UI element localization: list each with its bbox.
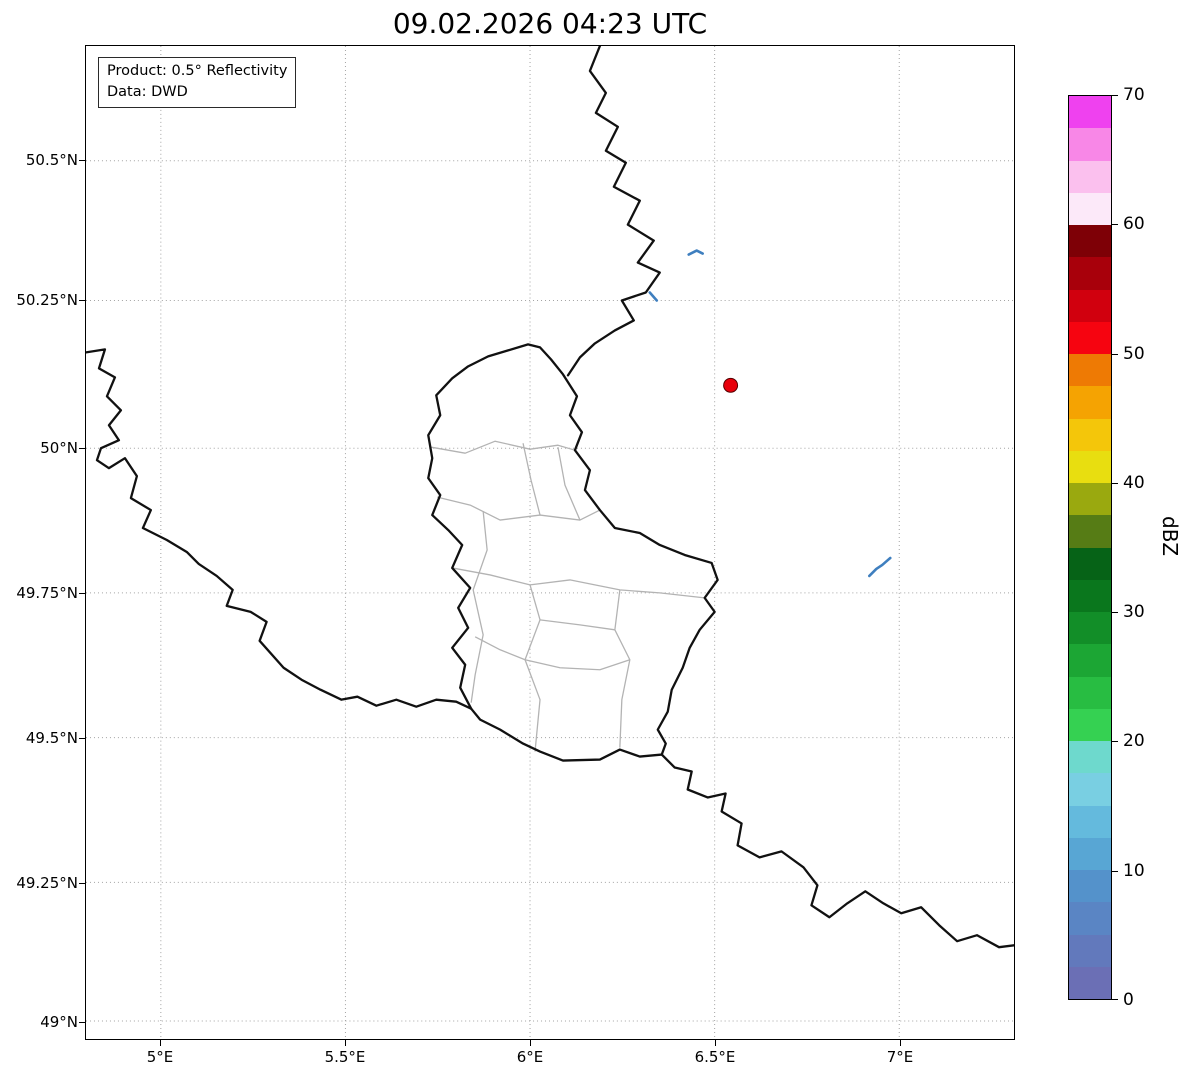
lat-tick-label: 49.75°N	[16, 584, 78, 602]
colorbar-segment	[1069, 708, 1111, 741]
colorbar-tick	[1112, 224, 1118, 226]
colorbar-segment	[1069, 773, 1111, 806]
colorbar-tick-label: 0	[1123, 990, 1134, 1010]
border-france-belgium	[86, 348, 473, 710]
colorbar-segment	[1069, 644, 1111, 677]
country-borders	[86, 46, 1014, 949]
radar-echo	[648, 291, 659, 302]
y-axis-tick	[79, 1022, 85, 1024]
radar-echo	[868, 556, 892, 578]
colorbar-tick	[1112, 871, 1118, 873]
colorbar-axis-label: dBZ	[1158, 516, 1182, 557]
x-axis-tick	[530, 1040, 532, 1046]
lon-tick-label: 5.5°E	[324, 1048, 366, 1066]
lat-tick-label: 50.25°N	[16, 291, 78, 309]
grid-lines	[86, 46, 1014, 1039]
colorbar-segment	[1069, 579, 1111, 612]
colorbar-tick-label: 10	[1123, 861, 1145, 881]
radar-echo	[687, 249, 704, 256]
colorbar-segment	[1069, 805, 1111, 838]
colorbar-tick	[1112, 354, 1118, 356]
plot-title: 09.02.2026 04:23 UTC	[392, 7, 708, 40]
colorbar-segment	[1069, 741, 1111, 774]
x-axis-tick	[715, 1040, 717, 1046]
map-plot: Product: 0.5° Reflectivity Data: DWD	[85, 45, 1015, 1040]
colorbar-segment	[1069, 257, 1111, 290]
colorbar-segment	[1069, 483, 1111, 516]
colorbar-tick-label: 20	[1123, 731, 1145, 751]
colorbar-segment	[1069, 837, 1111, 870]
canton-borders	[431, 440, 705, 752]
colorbar-segment	[1069, 870, 1111, 903]
colorbar-segment	[1069, 128, 1111, 161]
lon-tick-label: 6.5°E	[694, 1048, 736, 1066]
colorbar-segment	[1069, 934, 1111, 967]
border-france-germany	[660, 753, 1014, 949]
y-axis-tick	[79, 593, 85, 595]
colorbar-tick	[1112, 999, 1118, 1001]
map-canvas	[86, 46, 1014, 1039]
border-luxembourg	[427, 343, 719, 762]
colorbar-segment	[1069, 515, 1111, 548]
x-axis-tick	[160, 1040, 162, 1046]
colorbar	[1068, 95, 1112, 1000]
colorbar-tick	[1112, 483, 1118, 485]
border-belgium-germany	[566, 46, 661, 377]
colorbar-tick	[1112, 612, 1118, 614]
colorbar-tick-label: 30	[1123, 602, 1145, 622]
product-info-box: Product: 0.5° Reflectivity Data: DWD	[98, 57, 297, 109]
y-axis-tick	[79, 160, 85, 162]
y-axis-tick	[79, 448, 85, 450]
lon-tick-label: 7°E	[886, 1048, 914, 1066]
colorbar-segment	[1069, 966, 1111, 999]
lat-tick-label: 49.5°N	[25, 729, 78, 747]
lon-tick-label: 6°E	[516, 1048, 544, 1066]
colorbar-segment	[1069, 450, 1111, 483]
colorbar-tick-label: 70	[1123, 85, 1145, 105]
colorbar-segments	[1069, 96, 1111, 999]
colorbar-segment	[1069, 418, 1111, 451]
radar-site-marker	[723, 377, 739, 393]
colorbar-tick	[1112, 741, 1118, 743]
colorbar-segment	[1069, 96, 1111, 129]
product-info-line1: Product: 0.5° Reflectivity	[107, 63, 288, 79]
lat-tick-label: 49°N	[40, 1013, 78, 1031]
x-axis-tick	[345, 1040, 347, 1046]
lat-tick-label: 49.25°N	[16, 874, 78, 892]
colorbar-segment	[1069, 321, 1111, 354]
colorbar-segment	[1069, 902, 1111, 935]
colorbar-segment	[1069, 547, 1111, 580]
y-axis-tick	[79, 883, 85, 885]
colorbar-segment	[1069, 676, 1111, 709]
colorbar-tick-label: 40	[1123, 473, 1145, 493]
lon-tick-label: 5°E	[146, 1048, 174, 1066]
lat-tick-label: 50°N	[40, 439, 78, 457]
product-info-line2: Data: DWD	[107, 84, 188, 101]
colorbar-segment	[1069, 225, 1111, 258]
colorbar-segment	[1069, 386, 1111, 419]
x-axis-tick	[900, 1040, 902, 1046]
colorbar-segment	[1069, 160, 1111, 193]
colorbar-tick-label: 50	[1123, 344, 1145, 364]
colorbar-tick	[1112, 95, 1118, 97]
lat-tick-label: 50.5°N	[25, 151, 78, 169]
y-axis-tick	[79, 738, 85, 740]
colorbar-segment	[1069, 354, 1111, 387]
colorbar-segment	[1069, 192, 1111, 225]
colorbar-segment	[1069, 612, 1111, 645]
colorbar-segment	[1069, 289, 1111, 322]
y-axis-tick	[79, 300, 85, 302]
colorbar-tick-label: 60	[1123, 214, 1145, 234]
